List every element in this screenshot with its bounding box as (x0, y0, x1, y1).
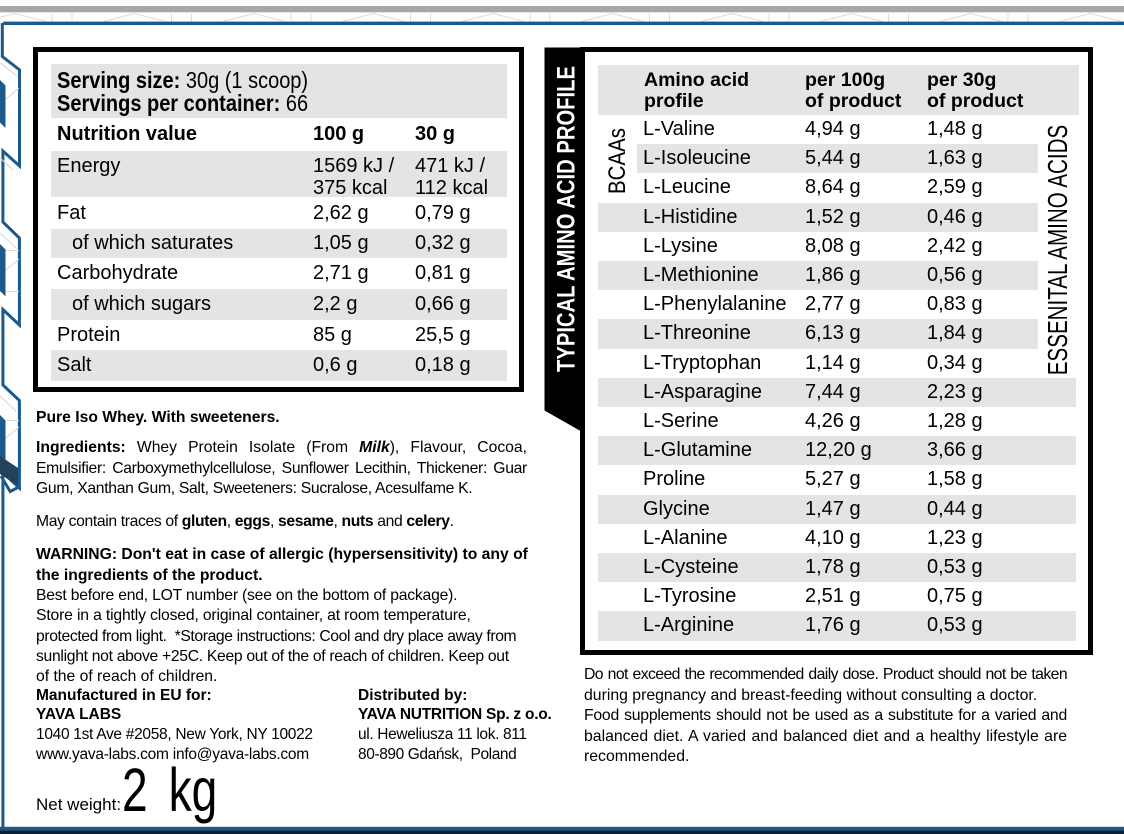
svg-text:TYPICAL AMINO ACID PROFILE: TYPICAL AMINO ACID PROFILE (553, 66, 581, 372)
